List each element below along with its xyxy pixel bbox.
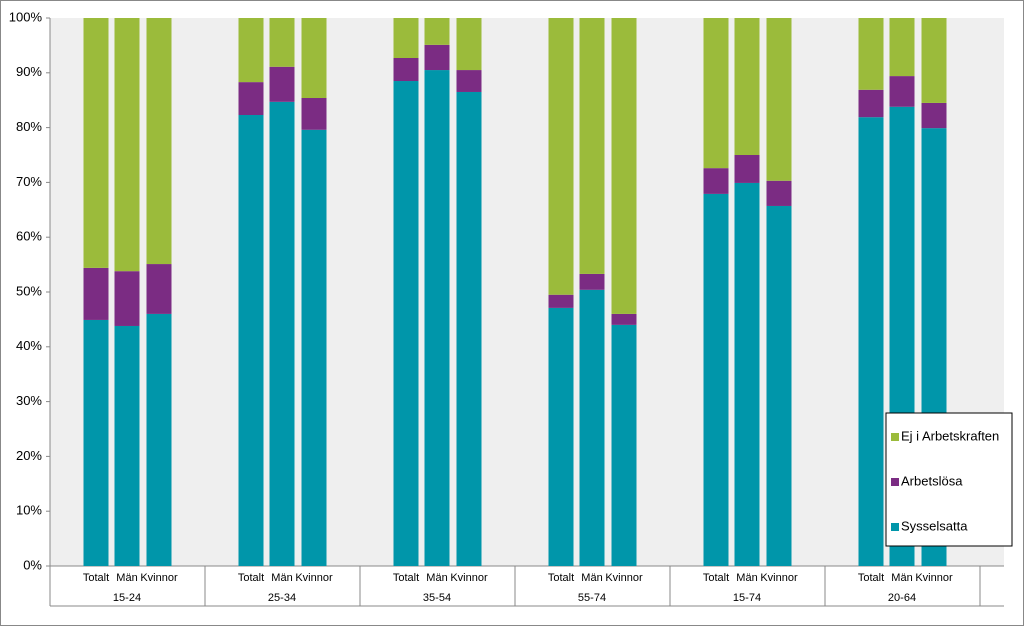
group-label: 25-34 [268,592,296,604]
bar-segment [766,205,792,567]
y-tick-label: 40% [16,338,42,353]
bar-segment [424,18,450,45]
x-tick-label: Totalt [238,572,264,584]
group-label: 35-54 [423,592,451,604]
bar-segment [456,18,482,71]
bar-segment [301,98,327,130]
bar-segment [146,264,172,314]
bar-segment [703,18,729,169]
bar-segment [889,18,915,77]
legend-label: Arbetslösa [901,473,963,488]
x-tick-label: Män [271,572,292,584]
bar-segment [734,18,760,155]
bar-segment [114,271,140,326]
bar-segment [301,18,327,99]
legend-swatch [891,523,899,531]
y-tick-label: 100% [9,9,43,24]
bar-segment [238,82,264,115]
bar-segment [238,114,264,566]
bar-segment [456,91,482,566]
x-tick-label: Män [891,572,912,584]
bar-segment [734,155,760,183]
group-label: 20-64 [888,592,916,604]
group-label: 15-24 [113,592,141,604]
x-tick-label: Kvinnor [760,572,798,584]
bar-segment [766,180,792,206]
bar-segment [114,325,140,566]
group-label: 15-74 [733,592,761,604]
x-tick-label: Kvinnor [915,572,953,584]
x-tick-label: Män [736,572,757,584]
bar-segment [921,102,947,129]
x-tick-label: Totalt [703,572,729,584]
bar-segment [238,18,264,83]
bar-segment [921,18,947,103]
bar-segment [579,18,605,274]
x-tick-label: Totalt [393,572,419,584]
bar-segment [424,70,450,566]
x-tick-label: Kvinnor [140,572,178,584]
group-label: 55-74 [578,592,606,604]
bar-segment [456,70,482,92]
bar-segment [393,18,419,59]
y-tick-label: 20% [16,448,42,463]
bar-segment [889,76,915,107]
bar-segment [548,294,574,308]
bar-segment [548,307,574,566]
bar-segment [858,18,884,90]
bar-segment [393,81,419,567]
x-tick-label: Totalt [548,572,574,584]
bar-segment [611,324,637,566]
legend-box [885,412,1013,547]
bar-segment [611,313,637,325]
y-tick-label: 80% [16,119,42,134]
y-tick-label: 70% [16,174,42,189]
x-tick-label: Totalt [83,572,109,584]
legend-swatch [891,433,899,441]
x-tick-label: Män [116,572,137,584]
x-tick-label: Totalt [858,572,884,584]
bar-segment [424,44,450,71]
bar-segment [703,193,729,566]
plot-area [50,18,1004,566]
bar-segment [83,319,109,566]
x-tick-label: Män [426,572,447,584]
bar-segment [548,18,574,295]
bar-segment [393,58,419,82]
bar-segment [301,129,327,567]
legend-label: Sysselsatta [901,518,968,533]
bar-segment [579,289,605,566]
x-tick-label: Män [581,572,602,584]
legend-label: Ej i Arbetskraften [901,428,999,443]
y-tick-label: 30% [16,393,42,408]
x-tick-label: Kvinnor [605,572,643,584]
bar-segment [766,18,792,181]
bar-segment [146,18,172,265]
bar-segment [269,101,295,567]
y-tick-label: 60% [16,229,42,244]
y-tick-label: 50% [16,283,42,298]
x-tick-label: Kvinnor [450,572,488,584]
bar-segment [83,18,109,268]
bar-segment [146,313,172,566]
bar-segment [703,168,729,194]
y-tick-label: 0% [23,557,42,572]
bar-segment [734,182,760,566]
bar-segment [114,18,140,272]
bar-segment [579,273,605,290]
legend-swatch [891,478,899,486]
bar-segment [858,117,884,567]
y-tick-label: 90% [16,64,42,79]
bar-segment [611,18,637,314]
x-tick-label: Kvinnor [295,572,333,584]
bar-segment [269,18,295,67]
y-tick-label: 10% [16,503,42,518]
bar-segment [269,66,295,102]
bar-segment [83,267,109,320]
bar-segment [858,89,884,118]
